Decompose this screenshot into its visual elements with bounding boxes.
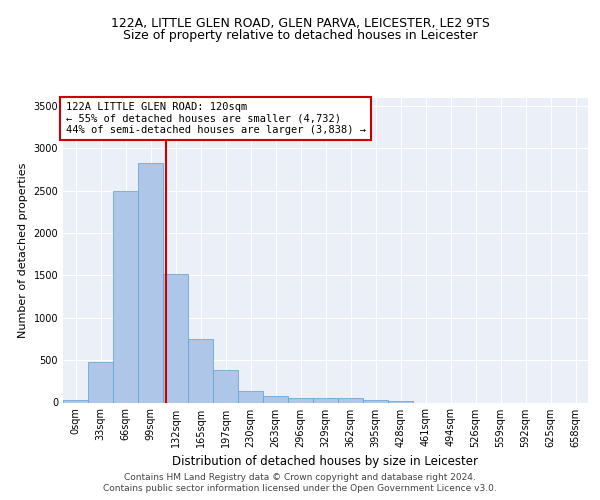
Bar	[388, 401, 413, 402]
Text: Size of property relative to detached houses in Leicester: Size of property relative to detached ho…	[122, 29, 478, 42]
Bar	[238, 390, 263, 402]
Bar	[88, 362, 113, 403]
Y-axis label: Number of detached properties: Number of detached properties	[18, 162, 28, 338]
Text: 122A LITTLE GLEN ROAD: 120sqm
← 55% of detached houses are smaller (4,732)
44% o: 122A LITTLE GLEN ROAD: 120sqm ← 55% of d…	[65, 102, 365, 136]
Bar	[113, 190, 138, 402]
Bar	[188, 339, 213, 402]
Text: 122A, LITTLE GLEN ROAD, GLEN PARVA, LEICESTER, LE2 9TS: 122A, LITTLE GLEN ROAD, GLEN PARVA, LEIC…	[110, 18, 490, 30]
Text: Contains public sector information licensed under the Open Government Licence v3: Contains public sector information licen…	[103, 484, 497, 493]
Text: Contains HM Land Registry data © Crown copyright and database right 2024.: Contains HM Land Registry data © Crown c…	[124, 472, 476, 482]
Bar	[63, 400, 88, 402]
X-axis label: Distribution of detached houses by size in Leicester: Distribution of detached houses by size …	[173, 455, 479, 468]
Bar	[138, 163, 163, 402]
Bar	[363, 400, 388, 402]
Bar	[213, 370, 238, 402]
Bar	[288, 398, 313, 402]
Bar	[338, 398, 363, 402]
Bar	[263, 396, 288, 402]
Bar	[313, 398, 338, 402]
Bar	[163, 274, 188, 402]
